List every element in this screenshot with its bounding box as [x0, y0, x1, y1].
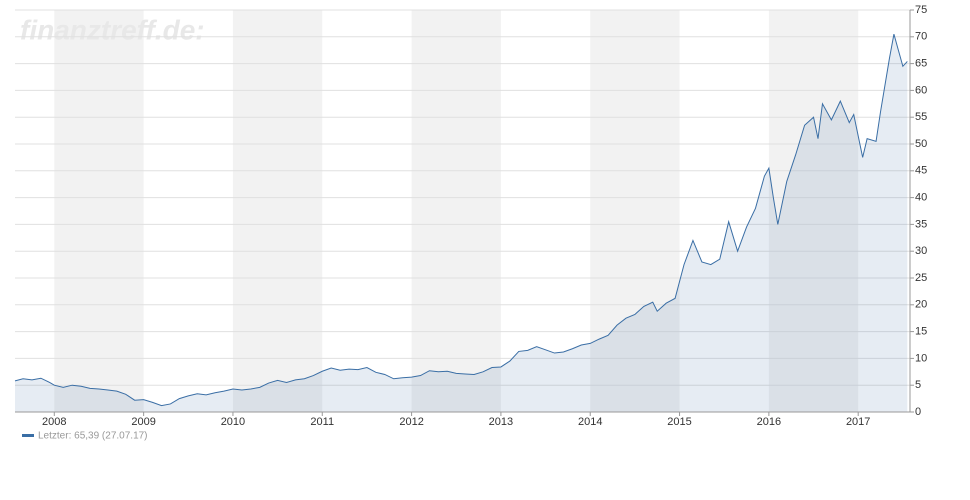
x-tick-label: 2008 — [42, 416, 66, 428]
x-tick-label: 2010 — [221, 416, 245, 428]
year-band — [54, 10, 144, 412]
year-band — [590, 10, 680, 412]
y-tick-label: 75 — [915, 4, 927, 16]
y-tick-label: 20 — [915, 299, 927, 311]
line — [14, 33, 908, 407]
y-tick-label: 45 — [915, 165, 927, 177]
legend-swatch — [22, 434, 34, 437]
y-tick-label: 70 — [915, 31, 927, 43]
y-tick-label: 30 — [915, 245, 927, 257]
legend-label: Letzter: 65,39 (27.07.17) — [38, 431, 148, 442]
x-tick-label: 2013 — [489, 416, 513, 428]
y-tick-label: 50 — [915, 138, 927, 150]
y-tick-label: 25 — [915, 272, 927, 284]
x-tick-label: 2012 — [399, 416, 423, 428]
watermark: finanztreff.de: — [20, 14, 205, 45]
year-band — [232, 10, 323, 412]
y-tick-label: 55 — [915, 111, 927, 123]
x-tick-label: 2016 — [757, 416, 781, 428]
year-band — [768, 10, 859, 412]
y-tick-label: 15 — [915, 326, 927, 338]
y-tick-label: 60 — [915, 84, 927, 96]
x-tick-label: 2015 — [667, 416, 691, 428]
y-tick-label: 35 — [915, 218, 927, 230]
y-tick-label: 65 — [915, 58, 927, 70]
x-tick-label: 2014 — [578, 416, 602, 428]
y-tick-label: 5 — [915, 379, 921, 391]
x-tick-label: 2011 — [310, 416, 334, 428]
y-tick-label: 0 — [915, 406, 921, 418]
area — [15, 34, 908, 413]
y-tick-label: 10 — [915, 352, 927, 364]
x-tick-label: 2017 — [846, 416, 870, 428]
y-tick-label: 40 — [915, 192, 927, 204]
x-tick-label: 2009 — [131, 416, 155, 428]
year-band — [411, 10, 501, 412]
